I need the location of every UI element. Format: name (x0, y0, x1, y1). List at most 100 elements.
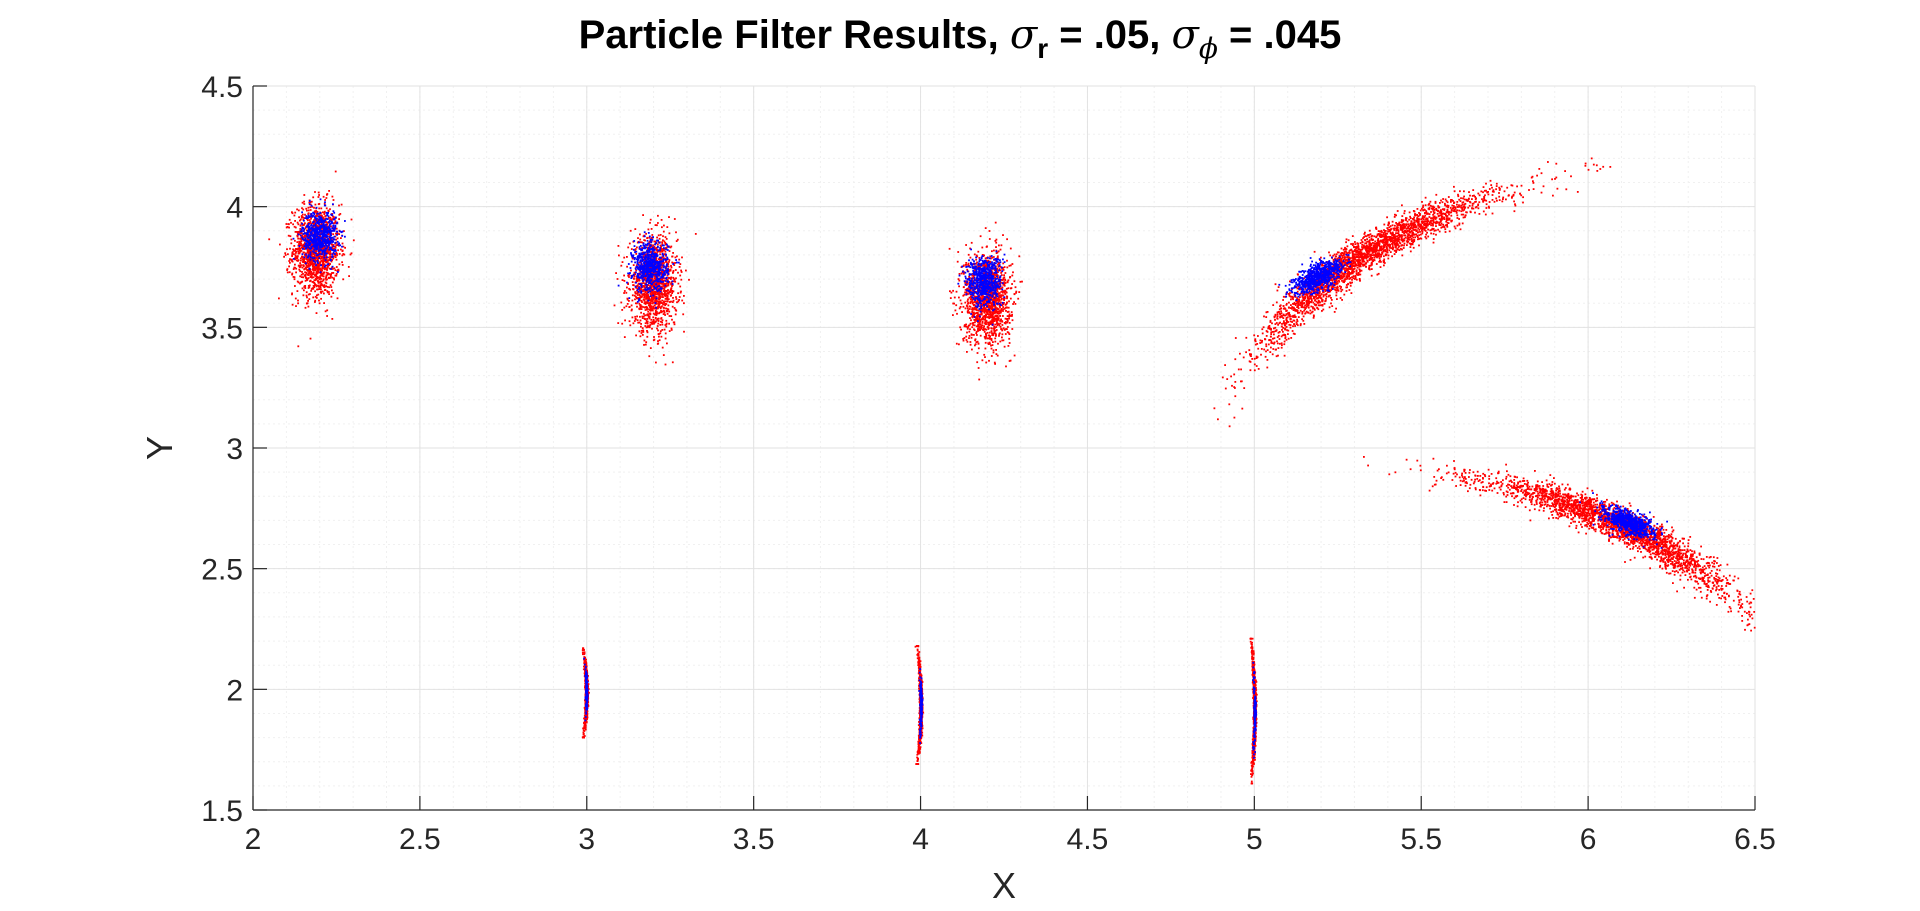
prior-particle (639, 315, 641, 318)
prior-particle (307, 277, 310, 279)
prior-particle (334, 256, 337, 258)
prior-particle (949, 297, 952, 299)
prior-particle (301, 271, 303, 273)
prior-particle (292, 253, 295, 255)
prior-particle (996, 308, 999, 311)
prior-particle (683, 295, 685, 297)
prior-particle (302, 216, 304, 219)
prior-particle (646, 299, 649, 302)
prior-particle (1000, 244, 1003, 247)
prior-particle (968, 335, 971, 337)
prior-particle (654, 291, 657, 293)
prior-particle (1409, 246, 1412, 248)
prior-particle (642, 306, 644, 308)
prior-particle (999, 281, 1002, 284)
prior-particle (305, 207, 308, 210)
prior-particle (644, 318, 646, 320)
prior-particle (1004, 290, 1007, 293)
prior-particle (1289, 295, 1292, 298)
prior-particle (660, 249, 663, 252)
prior-particle (974, 306, 976, 309)
prior-particle (299, 244, 302, 247)
prior-particle (299, 250, 302, 253)
prior-particle (307, 258, 310, 261)
prior-particle (304, 222, 306, 225)
prior-particle (1007, 345, 1010, 347)
title-sigma-phi: σ (1171, 12, 1199, 58)
prior-particle (317, 293, 320, 296)
prior-particle (983, 315, 986, 317)
prior-particle (316, 275, 318, 278)
major-grid (252, 85, 1756, 811)
prior-particle (648, 317, 651, 320)
prior-particle (1375, 263, 1378, 265)
prior-particle (332, 233, 335, 236)
prior-particle (1007, 310, 1010, 313)
prior-particle (955, 290, 958, 293)
prior-particle (1364, 247, 1367, 250)
prior-particle (993, 269, 996, 271)
prior-particle (971, 315, 974, 318)
prior-particle (652, 283, 655, 286)
prior-particle (666, 295, 669, 298)
prior-particle (975, 320, 978, 322)
prior-particle (291, 273, 293, 276)
prior-particle (308, 260, 311, 262)
prior-particle (1397, 232, 1400, 234)
prior-particle (642, 214, 644, 216)
prior-particle (324, 217, 327, 220)
prior-particle (1412, 236, 1415, 239)
prior-particle (309, 209, 312, 211)
prior-particle (314, 301, 316, 303)
prior-particle (975, 332, 978, 335)
prior-particle (652, 306, 655, 309)
prior-particle (990, 291, 993, 294)
prior-particle (969, 302, 972, 305)
prior-particle (644, 303, 647, 305)
prior-particle (310, 290, 313, 292)
prior-particle (646, 322, 649, 325)
prior-particle (331, 259, 333, 261)
prior-particle (284, 254, 287, 256)
prior-particle (967, 262, 970, 265)
prior-particle (656, 325, 659, 327)
prior-particle (1275, 329, 1278, 332)
prior-particle (978, 316, 981, 319)
prior-particle (1341, 299, 1343, 301)
prior-particle (1001, 339, 1004, 342)
prior-particle (324, 310, 327, 313)
prior-particle (329, 216, 332, 219)
prior-particle (1459, 200, 1462, 202)
prior-particle (989, 255, 992, 258)
prior-particle (995, 334, 997, 336)
prior-particle (1495, 197, 1498, 200)
prior-particle (337, 268, 340, 271)
prior-particle (959, 326, 962, 329)
prior-particle (662, 313, 665, 315)
prior-particle (677, 300, 680, 303)
prior-particle (332, 292, 335, 294)
prior-particle (1263, 315, 1265, 318)
prior-particle (302, 259, 305, 262)
prior-particle (330, 286, 333, 288)
prior-particle (657, 320, 660, 322)
prior-particle (980, 326, 983, 329)
prior-particle (986, 312, 989, 315)
prior-particle (316, 263, 318, 266)
prior-particle (664, 247, 667, 249)
prior-particle (649, 312, 652, 315)
prior-particle (652, 339, 655, 342)
prior-particle (662, 354, 665, 356)
prior-particle (306, 262, 308, 264)
prior-particle (1289, 324, 1292, 326)
prior-particle (289, 247, 291, 250)
prior-particle (316, 277, 319, 280)
prior-particle (664, 314, 666, 316)
prior-particle (288, 265, 290, 268)
prior-particle (294, 266, 296, 269)
prior-particle (682, 313, 685, 316)
prior-particle (294, 250, 297, 252)
prior-particle (305, 229, 308, 232)
prior-particle (990, 321, 992, 323)
prior-particle (322, 285, 325, 287)
